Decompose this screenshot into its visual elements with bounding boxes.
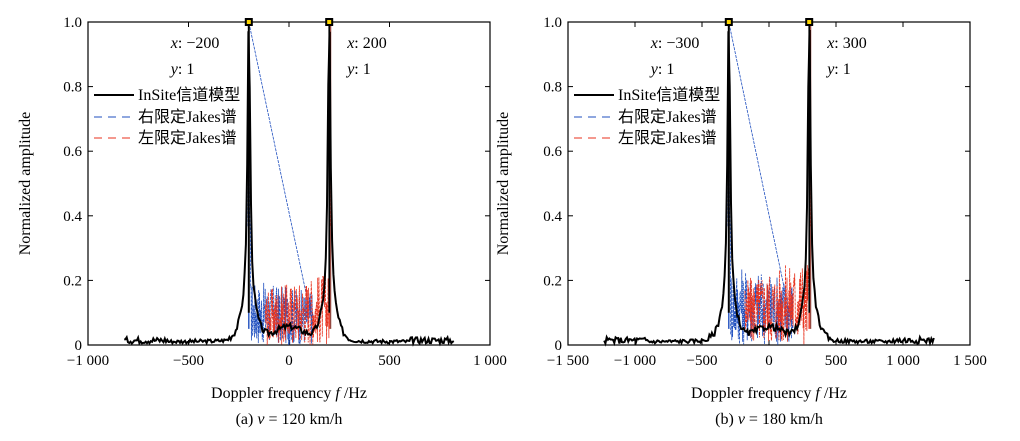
series-right-limited-jakes xyxy=(727,21,794,345)
y-tick-label: 0.8 xyxy=(543,80,562,96)
chart-panel-a: −1 000 −500 0 500 1 000 0 0.2 0.4 0.6 0.8 1.0 Norma… xyxy=(17,15,507,369)
y-tick-label: 1.0 xyxy=(63,15,82,31)
y-tick-label: 0.4 xyxy=(543,209,562,225)
x-tick-label: 1 000 xyxy=(473,353,507,369)
y-tick-label: 0.2 xyxy=(543,273,562,289)
x-tick-label: −500 xyxy=(173,353,204,369)
x-tick-label: 1 500 xyxy=(953,353,987,369)
legend-label-insite: InSite信道模型 xyxy=(138,86,240,104)
x-tick-label: 0 xyxy=(285,353,293,369)
legend-label-left-jakes: 左限定Jakes谱 xyxy=(138,129,237,147)
datatip-marker-inner xyxy=(327,20,332,24)
series-insite-channel-model xyxy=(124,31,455,347)
panel-caption: (a) v = 120 km/h xyxy=(236,411,343,428)
y-tick-label: 0.4 xyxy=(63,209,82,225)
y-tick-label: 1.0 xyxy=(543,15,562,31)
x-tick-label: 500 xyxy=(378,353,401,369)
y-axis-label: Normalized amplitude xyxy=(495,112,512,256)
x-axis-label: Doppler frequency f /Hz xyxy=(211,385,367,402)
legend-label-right-jakes: 右限定Jakes谱 xyxy=(618,108,717,126)
datatip-y-text: y: 1 xyxy=(649,61,675,78)
y-tick-label: 0.6 xyxy=(63,144,82,160)
datatip-x-text: x: −300 xyxy=(650,35,700,52)
series-right-limited-jakes xyxy=(247,21,314,345)
x-tick-label: 0 xyxy=(765,353,773,369)
x-tick-label: −1 000 xyxy=(67,353,109,369)
x-tick-label: −500 xyxy=(687,353,718,369)
panel-caption: (b) v = 180 km/h xyxy=(715,411,823,428)
datatip-x-text: x: −200 xyxy=(170,35,220,52)
y-tick-label: 0.8 xyxy=(63,80,82,96)
y-tick-label: 0 xyxy=(555,338,563,354)
datatip-marker-inner xyxy=(246,20,251,24)
y-tick-label: 0.6 xyxy=(543,144,562,160)
x-tick-label: −1 000 xyxy=(614,353,656,369)
datatip-y-text: y: 1 xyxy=(825,61,851,78)
legend-label-right-jakes: 右限定Jakes谱 xyxy=(138,108,237,126)
datatip-x-text: x: 300 xyxy=(826,35,867,52)
datatip-marker-inner xyxy=(726,20,731,24)
datatip-x-text: x: 200 xyxy=(346,35,387,52)
x-tick-label: −1 500 xyxy=(547,353,589,369)
y-tick-label: 0.2 xyxy=(63,273,82,289)
x-tick-label: 1 000 xyxy=(886,353,920,369)
series-left-limited-jakes xyxy=(264,36,331,345)
datatip-y-text: y: 1 xyxy=(345,61,371,78)
series-insite-channel-model xyxy=(603,29,935,347)
datatip-marker-inner xyxy=(807,20,812,24)
plot-frame xyxy=(87,21,491,346)
legend-label-insite: InSite信道模型 xyxy=(618,86,720,104)
datatip-y-text: y: 1 xyxy=(169,61,195,78)
chart-panel-b: −1 500 −1 000 −500 0 500 1 000 1 500 0 0.2 0.4 0.6… xyxy=(495,15,987,369)
legend-label-left-jakes: 左限定Jakes谱 xyxy=(618,129,717,147)
x-tick-label: 500 xyxy=(825,353,848,369)
y-axis-label: Normalized amplitude xyxy=(17,112,34,256)
series-left-limited-jakes xyxy=(744,36,811,345)
x-axis-label: Doppler frequency f /Hz xyxy=(691,385,847,402)
y-tick-label: 0 xyxy=(75,338,83,354)
